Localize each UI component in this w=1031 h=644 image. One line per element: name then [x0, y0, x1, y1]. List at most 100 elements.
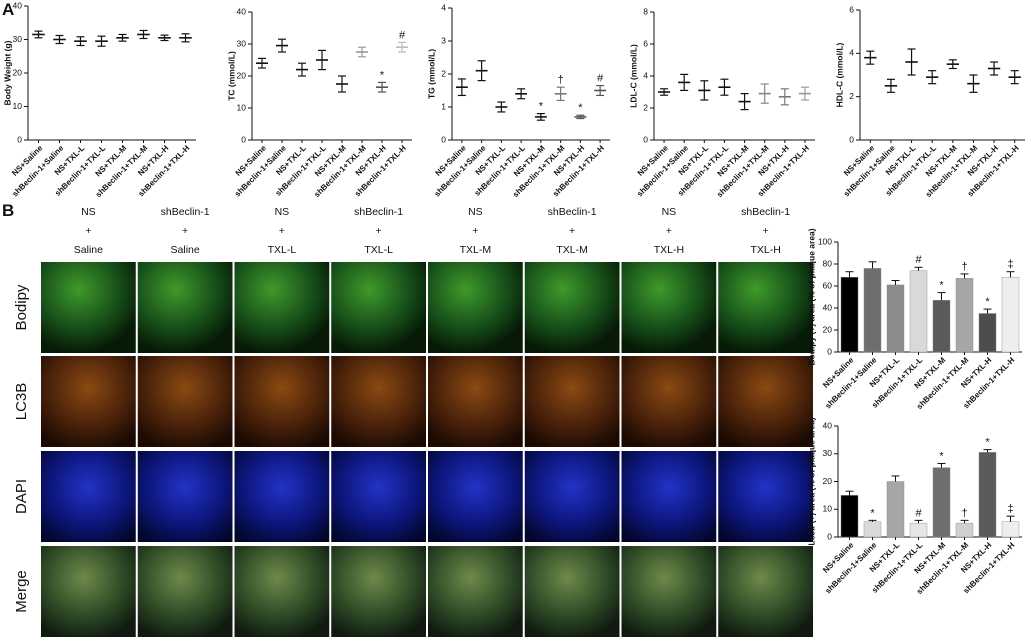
annotation: # [915, 507, 922, 519]
column-header: NS [468, 206, 483, 218]
y-axis-label: HDL-C (mmol/L) [834, 42, 844, 107]
y-tick-label: 0 [441, 134, 446, 144]
y-tick-label: 2 [441, 68, 446, 78]
bar [886, 284, 905, 353]
bar [955, 522, 974, 538]
bar [863, 521, 882, 538]
micrograph [621, 356, 717, 447]
bar [932, 300, 951, 353]
row-label: DAPI [13, 479, 30, 514]
y-tick-label: 40 [13, 0, 23, 10]
micrograph [137, 546, 233, 637]
y-axis-label: TG (mmol/L) [426, 49, 436, 99]
micrograph [331, 262, 426, 353]
row-label: Merge [13, 570, 30, 613]
bar [955, 278, 974, 353]
y-axis-label: Bodipy (+) area (% of plaque area) [806, 228, 816, 365]
column-header: NS [81, 206, 96, 218]
y-tick-label: 0 [827, 531, 832, 541]
annotation: * [985, 436, 990, 448]
y-tick-label: 10 [13, 101, 23, 111]
bar [1001, 521, 1020, 538]
micrograph [428, 546, 523, 637]
bar [840, 277, 859, 353]
y-tick-label: 20 [823, 324, 833, 334]
micrograph [41, 451, 136, 542]
bar [886, 481, 905, 538]
micrograph [621, 451, 717, 542]
y-tick-label: 30 [13, 34, 23, 44]
annotation: ‡ [1007, 503, 1013, 515]
y-tick-label: 3 [441, 35, 446, 45]
row-label: Bodipy [13, 284, 30, 330]
y-tick-label: 0 [849, 134, 854, 144]
column-header: Saline [74, 244, 103, 256]
panel-label: A [2, 0, 14, 19]
micrograph [428, 451, 523, 542]
column-header: TXL-M [556, 244, 588, 256]
column-header: shBeclin-1 [741, 206, 790, 218]
y-tick-label: 6 [643, 38, 648, 48]
annotation: * [985, 296, 990, 308]
column-header: TXL-H [654, 244, 684, 256]
y-axis-label: LDL-C (mmol/L) [628, 44, 638, 108]
micrograph [428, 356, 523, 447]
y-tick-label: 8 [643, 6, 648, 16]
micrograph [41, 262, 136, 353]
y-tick-label: 6 [849, 4, 854, 14]
y-tick-label: 2 [643, 102, 648, 112]
y-tick-label: 80 [823, 258, 833, 268]
micrograph [137, 262, 233, 353]
y-tick-label: 30 [823, 448, 833, 458]
column-header: shBeclin-1 [161, 206, 210, 218]
column-header: + [279, 225, 285, 237]
micrograph [718, 356, 813, 447]
micrograph [331, 356, 426, 447]
bar [978, 452, 997, 538]
y-tick-label: 20 [237, 70, 247, 80]
annotation: # [399, 29, 406, 41]
column-header: Saline [171, 244, 200, 256]
column-header: + [763, 225, 769, 237]
y-tick-label: 30 [237, 38, 247, 48]
micrograph [428, 262, 523, 353]
column-header: TXL-H [750, 244, 780, 256]
column-header: shBeclin-1 [354, 206, 403, 218]
column-header: TXL-L [268, 244, 297, 256]
micrograph [718, 262, 813, 353]
annotation: ‡ [1007, 259, 1013, 271]
bar [1001, 277, 1020, 353]
y-tick-label: 60 [823, 280, 833, 290]
annotation: * [870, 507, 875, 519]
column-header: + [472, 225, 478, 237]
y-tick-label: 10 [237, 102, 247, 112]
annotation: # [915, 254, 922, 266]
y-tick-label: 40 [237, 6, 247, 16]
column-header: + [182, 225, 188, 237]
annotation: * [380, 69, 385, 81]
column-header: shBeclin-1 [548, 206, 597, 218]
micrograph [137, 356, 233, 447]
micrograph [331, 546, 426, 637]
annotation: * [578, 102, 583, 114]
y-tick-label: 4 [849, 48, 854, 58]
bar [978, 313, 997, 353]
column-header: + [376, 225, 382, 237]
annotation: # [597, 72, 604, 84]
y-tick-label: 0 [643, 134, 648, 144]
y-tick-label: 20 [823, 476, 833, 486]
micrograph [234, 262, 330, 353]
y-tick-label: 0 [827, 346, 832, 356]
y-tick-label: 100 [818, 236, 832, 246]
column-header: + [666, 225, 672, 237]
annotation: † [961, 507, 967, 519]
annotation: * [939, 280, 944, 292]
micrograph [718, 451, 813, 542]
annotation: † [961, 261, 967, 273]
annotation: † [558, 74, 564, 86]
column-header: NS [662, 206, 677, 218]
micrograph [234, 356, 330, 447]
micrograph [524, 262, 620, 353]
column-header: + [85, 225, 91, 237]
